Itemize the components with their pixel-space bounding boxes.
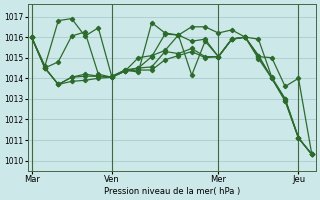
X-axis label: Pression niveau de la mer( hPa ): Pression niveau de la mer( hPa ) [104, 187, 240, 196]
